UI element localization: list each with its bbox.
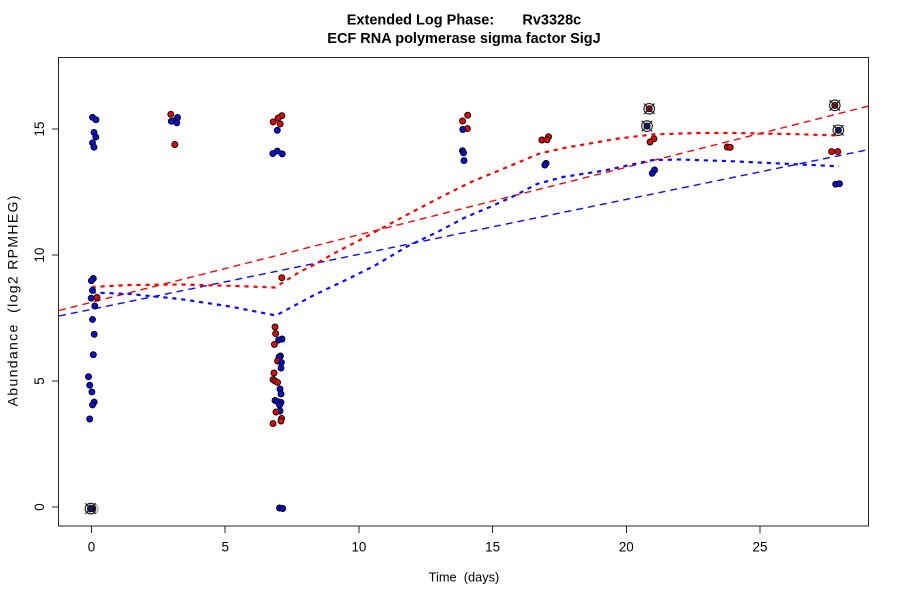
svg-text:Abundance (log2 RPMHEG): Abundance (log2 RPMHEG) [5,194,21,406]
svg-text:5: 5 [221,540,228,555]
svg-text:Extended Log Phase: Rv33: Extended Log Phase: Rv3328c [347,13,582,29]
svg-text:15: 15 [485,540,500,555]
svg-text:10: 10 [32,248,47,263]
svg-text:5: 5 [32,377,47,384]
svg-text:15: 15 [32,122,47,137]
svg-text:25: 25 [753,540,768,555]
svg-text:20: 20 [619,540,634,555]
svg-text:0: 0 [32,503,47,510]
svg-text:0: 0 [88,540,95,555]
svg-text:ECF RNA polymerase sigma facto: ECF RNA polymerase sigma factor SigJ [327,31,600,47]
svg-text:10: 10 [351,540,366,555]
svg-text:Time (days): Time (days) [429,570,500,585]
